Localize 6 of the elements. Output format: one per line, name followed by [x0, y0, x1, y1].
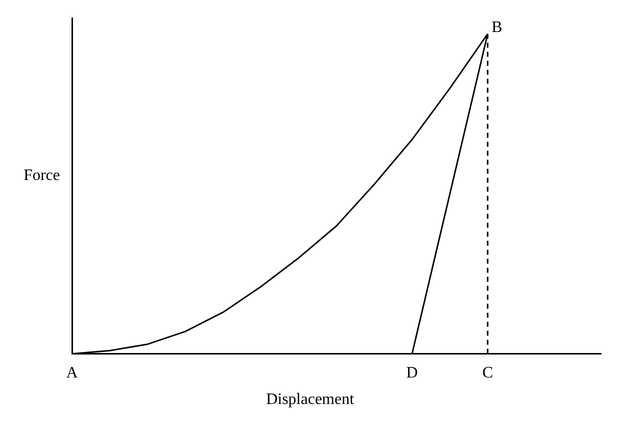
- x-axis-title: Displacement: [266, 391, 355, 408]
- y-axis-title: Force: [24, 167, 60, 184]
- x-tick-label: C: [482, 364, 493, 382]
- annotation: B: [492, 19, 502, 36]
- x-tick-label: D: [406, 364, 418, 382]
- x-tick-label: A: [66, 364, 78, 382]
